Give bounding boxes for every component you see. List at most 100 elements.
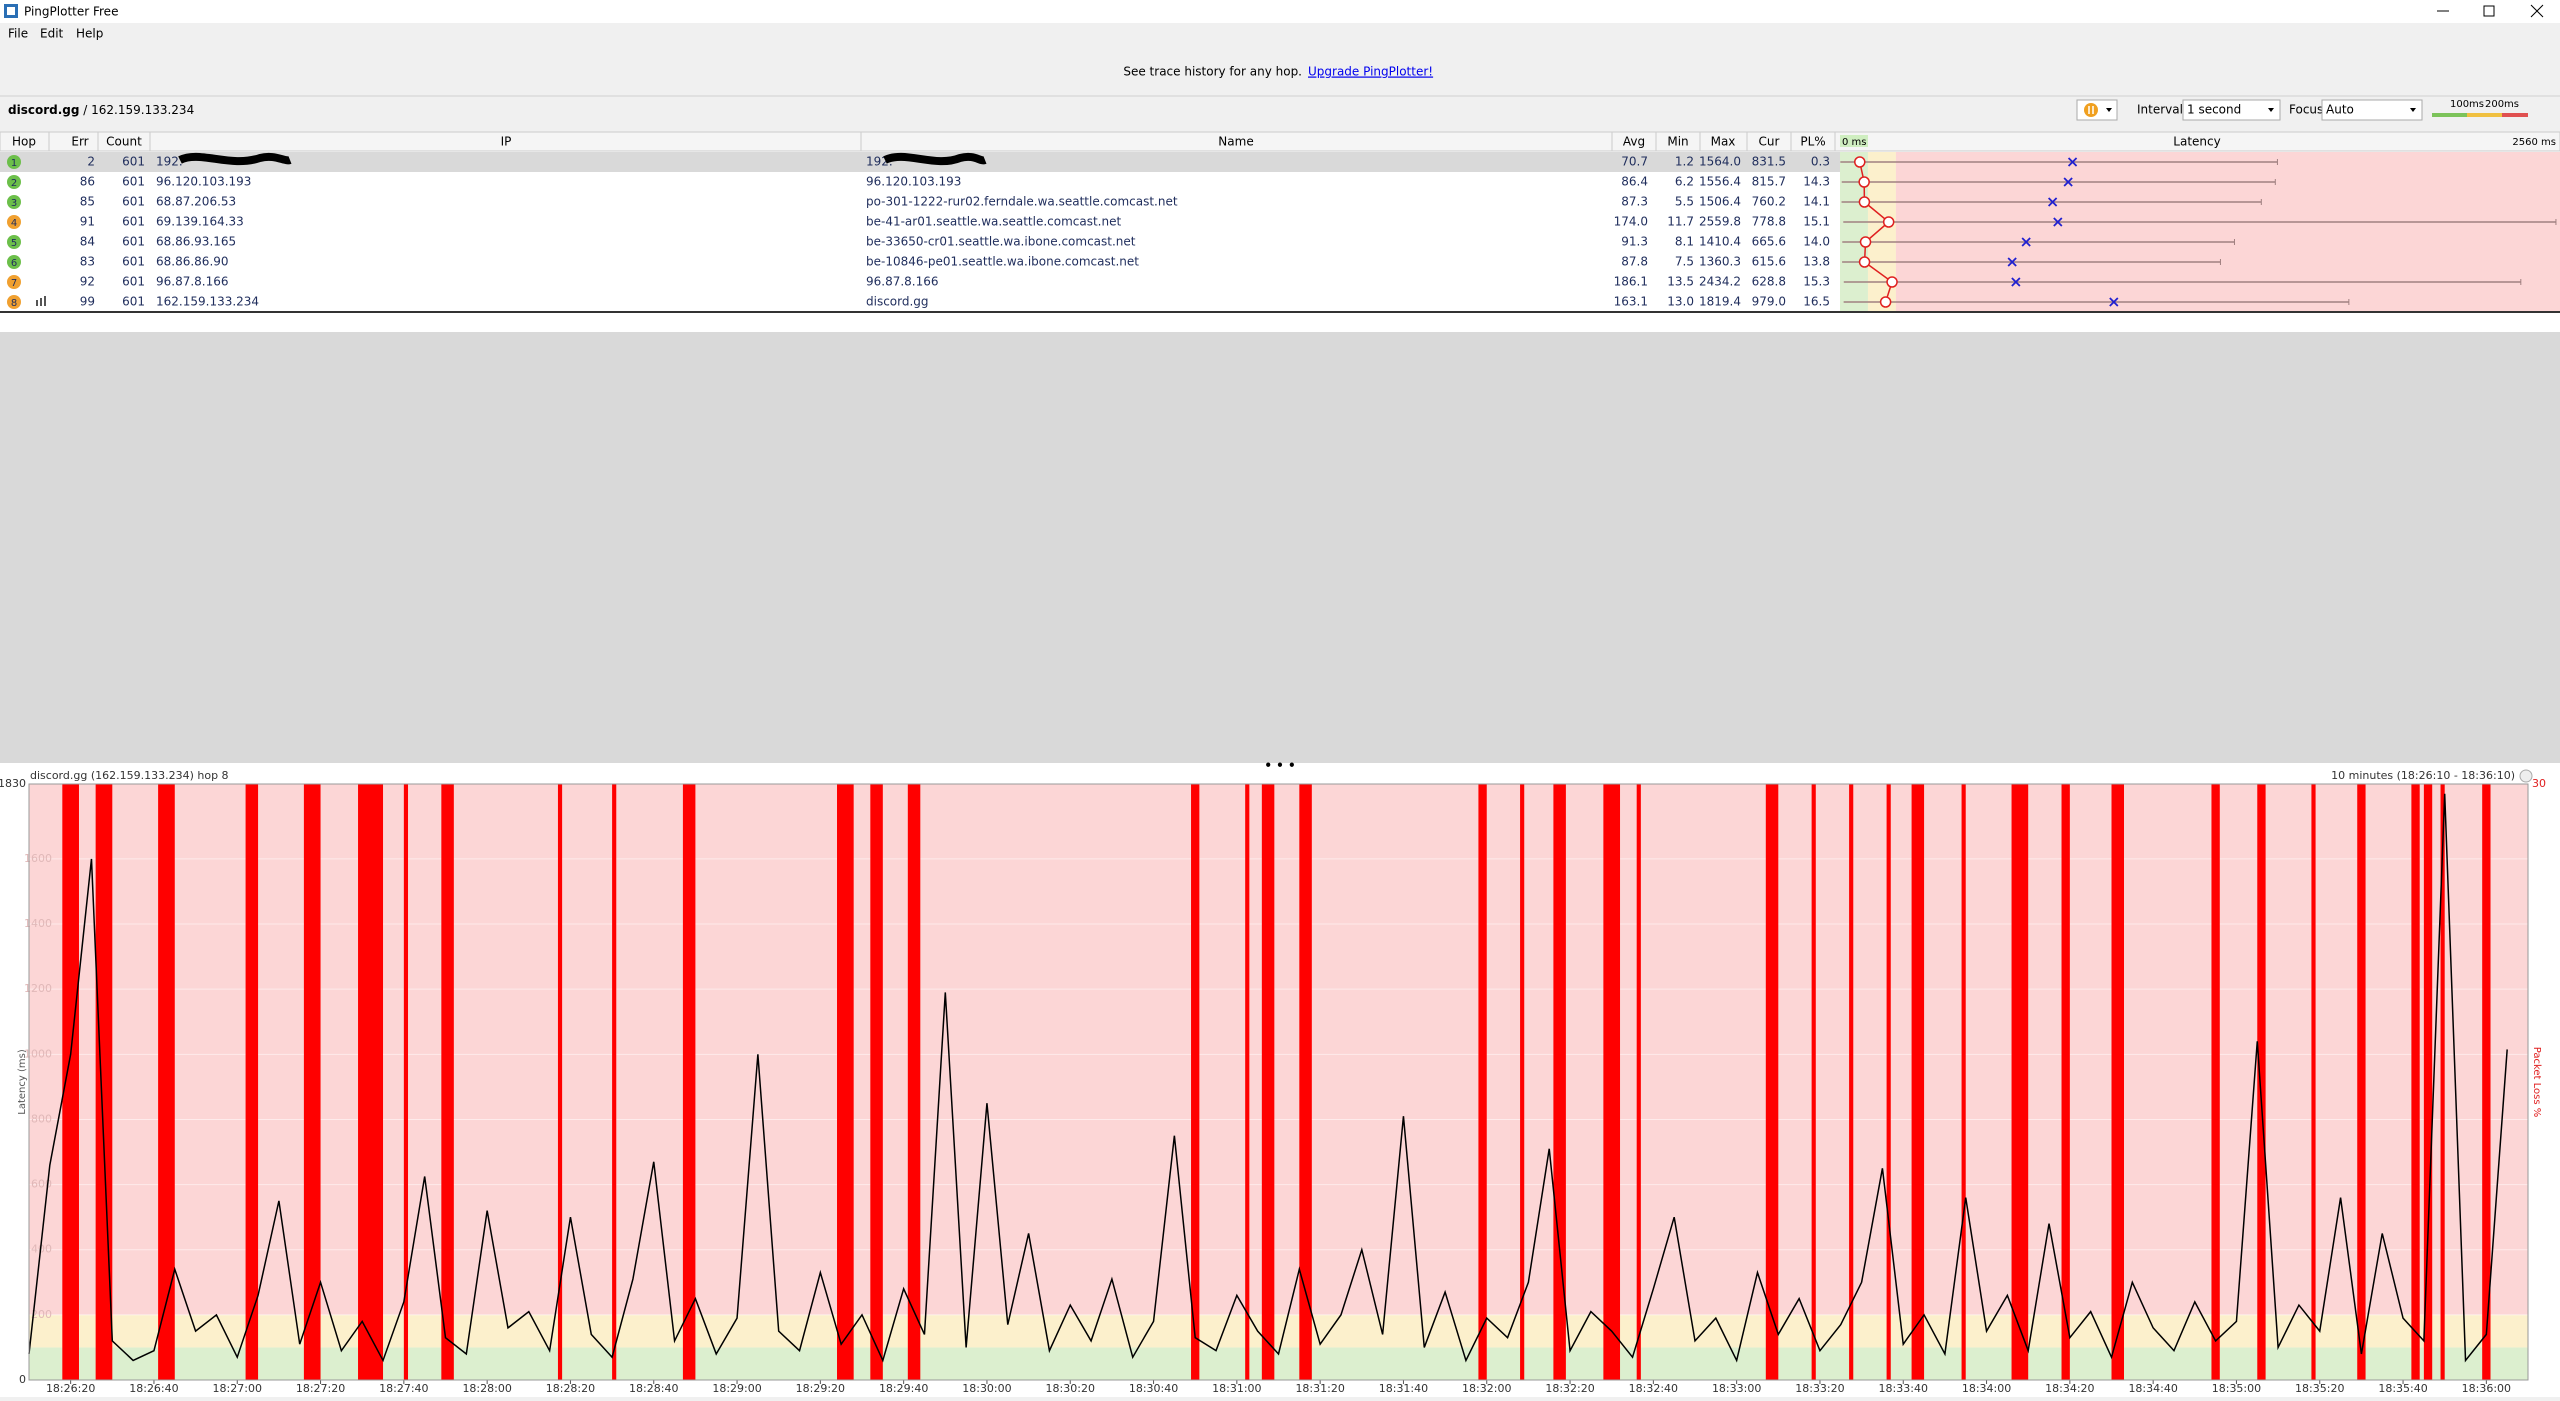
focus-value: Auto bbox=[2326, 103, 2354, 117]
hop-number: 4 bbox=[11, 218, 17, 229]
y-tick-label: 1830 bbox=[0, 777, 26, 790]
cell: 2434.2 bbox=[1699, 275, 1741, 289]
cell: 2 bbox=[87, 155, 95, 169]
packet-loss-bar bbox=[1520, 784, 1525, 1380]
menu-bar bbox=[0, 23, 2560, 46]
splitter-handle[interactable]: • • • bbox=[1264, 759, 1295, 773]
cell: 6.2 bbox=[1675, 175, 1694, 189]
hop-status bbox=[7, 275, 21, 289]
column-header[interactable]: Max bbox=[1711, 135, 1736, 149]
pause-icon bbox=[2084, 103, 2098, 117]
packet-loss-bar bbox=[2061, 784, 2070, 1380]
packet-loss-bar bbox=[2011, 784, 2029, 1380]
column-header[interactable]: Err bbox=[71, 135, 88, 149]
cell: 1506.4 bbox=[1699, 195, 1741, 209]
column-header[interactable]: IP bbox=[501, 135, 512, 149]
menu-item[interactable]: File bbox=[8, 27, 28, 41]
packet-loss-bar bbox=[1299, 784, 1312, 1380]
row[interactable] bbox=[0, 292, 1840, 312]
x-tick-label: 18:27:20 bbox=[296, 1382, 345, 1395]
title-bar bbox=[0, 0, 2560, 23]
x-tick-label: 18:34:20 bbox=[2045, 1382, 2094, 1395]
row[interactable] bbox=[0, 212, 1840, 232]
cell: 815.7 bbox=[1752, 175, 1786, 189]
cell: 8.1 bbox=[1675, 235, 1694, 249]
hop-number: 1 bbox=[11, 158, 17, 169]
column-header[interactable]: PL% bbox=[1800, 135, 1825, 149]
column-header[interactable]: Cur bbox=[1759, 135, 1780, 149]
cell: 13.8 bbox=[1803, 255, 1830, 269]
graph-title: discord.gg (162.159.133.234) hop 8 bbox=[30, 769, 229, 782]
hop-status bbox=[7, 215, 21, 229]
row[interactable] bbox=[0, 232, 1840, 252]
range-dropdown[interactable] bbox=[2519, 769, 2533, 783]
packet-loss-bar bbox=[1961, 784, 1966, 1380]
column-header[interactable]: Min bbox=[1667, 135, 1688, 149]
menu-item[interactable]: Edit bbox=[40, 27, 64, 41]
close-button[interactable] bbox=[2530, 4, 2544, 18]
column-header[interactable]: Avg bbox=[1623, 135, 1645, 149]
focus-select[interactable] bbox=[2321, 99, 2423, 121]
latency-line bbox=[28, 793, 2508, 1363]
legend-bad bbox=[2502, 113, 2528, 117]
cell: 68.86.86.90 bbox=[156, 255, 229, 269]
cell: 665.6 bbox=[1752, 235, 1786, 249]
cell: discord.gg bbox=[866, 295, 929, 309]
latency-avg bbox=[1854, 156, 1866, 168]
x-tick-label: 18:33:40 bbox=[1879, 1382, 1928, 1395]
cell: 69.139.164.33 bbox=[156, 215, 244, 229]
column-header[interactable]: Count bbox=[106, 135, 142, 149]
y-axis-label: Latency (ms) bbox=[17, 1049, 28, 1115]
hop-status bbox=[7, 155, 21, 169]
restore-button[interactable] bbox=[2483, 5, 2495, 17]
pause-dropdown[interactable] bbox=[2106, 108, 2112, 112]
target-name: discord.gg bbox=[8, 103, 79, 117]
packet-loss-bar bbox=[1603, 784, 1621, 1380]
cell: 1.2 bbox=[1675, 155, 1694, 169]
cell: 778.8 bbox=[1752, 215, 1786, 229]
y-tick-label: 400 bbox=[31, 1243, 52, 1256]
select-arrow bbox=[2268, 108, 2274, 112]
row[interactable] bbox=[0, 192, 1840, 212]
packet-loss-bar bbox=[612, 784, 617, 1380]
column-header[interactable]: Latency bbox=[2173, 135, 2220, 149]
latency-scale-min: 0 ms bbox=[1842, 137, 1867, 148]
cell: 85 bbox=[80, 195, 95, 209]
packet-loss-bar bbox=[441, 784, 454, 1380]
latency-scale-good bbox=[1840, 135, 1868, 147]
packet-loss-bar bbox=[557, 784, 563, 1380]
y2-axis-label: Packet Loss % bbox=[2531, 1047, 2542, 1118]
cell: 5.5 bbox=[1675, 195, 1694, 209]
packet-loss-bar bbox=[870, 784, 883, 1380]
x-tick-label: 18:30:20 bbox=[1046, 1382, 1095, 1395]
column-header[interactable]: Name bbox=[1218, 135, 1253, 149]
packet-loss-bar bbox=[2357, 784, 2366, 1380]
cell: 186.1 bbox=[1614, 275, 1648, 289]
row[interactable] bbox=[0, 172, 1840, 192]
x-tick-label: 18:26:20 bbox=[46, 1382, 95, 1395]
packet-loss-bar bbox=[1886, 784, 1891, 1380]
latency-current bbox=[2109, 297, 2119, 307]
row[interactable] bbox=[0, 272, 1840, 292]
packet-loss-bar bbox=[1191, 784, 1200, 1380]
select-arrow bbox=[2410, 108, 2416, 112]
cell: 192. bbox=[156, 155, 183, 169]
packet-loss-bar bbox=[1245, 784, 1250, 1380]
menu-item[interactable]: Help bbox=[76, 27, 103, 41]
upgrade-link[interactable]: Upgrade PingPlotter! bbox=[1308, 65, 1433, 79]
interval-select[interactable] bbox=[2182, 99, 2281, 121]
interval-label: Interval bbox=[2137, 103, 2183, 117]
packet-loss-bar bbox=[1636, 784, 1641, 1380]
target-ip: / 162.159.133.234 bbox=[83, 103, 194, 117]
cell: 163.1 bbox=[1614, 295, 1648, 309]
column-header[interactable]: Hop bbox=[12, 135, 36, 149]
cell: 2559.8 bbox=[1699, 215, 1741, 229]
x-tick-label: 18:32:40 bbox=[1629, 1382, 1678, 1395]
cell: 601 bbox=[122, 275, 145, 289]
cell: 11.7 bbox=[1667, 215, 1694, 229]
packet-loss-bar bbox=[682, 784, 696, 1380]
x-tick-label: 18:32:20 bbox=[1545, 1382, 1594, 1395]
row[interactable] bbox=[0, 252, 1840, 272]
hop-number: 2 bbox=[11, 178, 17, 189]
